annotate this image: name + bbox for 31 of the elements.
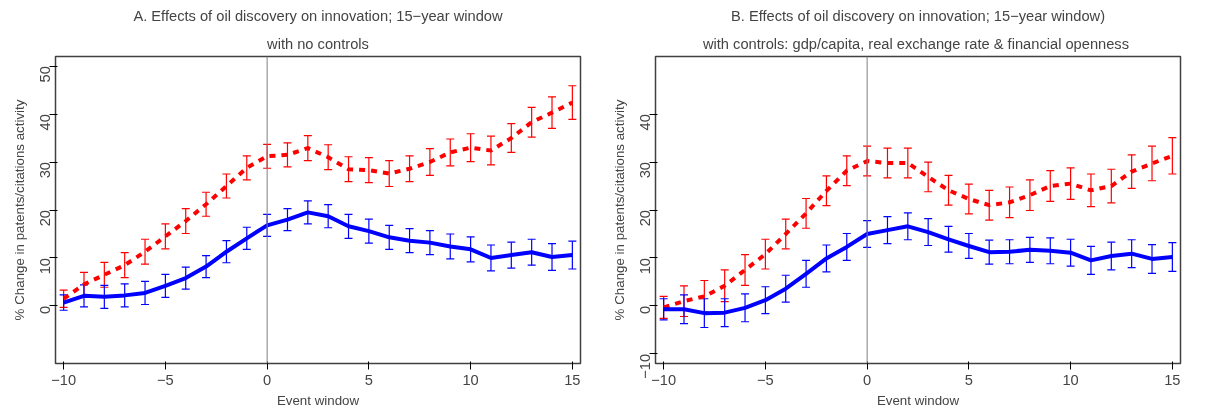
y-tick-label: 0 xyxy=(636,305,653,315)
y-tick-label: 0 xyxy=(36,305,53,315)
y-tick-label: 20 xyxy=(36,209,53,227)
x-axis-title: Event window xyxy=(276,392,360,408)
y-tick-label: 40 xyxy=(36,114,53,131)
y-tick-label: 30 xyxy=(36,162,53,179)
y-tick-label: 10 xyxy=(636,257,653,275)
y-tick-label: 20 xyxy=(636,209,653,227)
chart-subtitle: with controls: gdp/capita, real exchange rate & financial openness xyxy=(701,35,1130,52)
x-tick-label: 0 xyxy=(263,371,272,388)
y-axis-title: % Change in patents/citations activity xyxy=(611,99,627,321)
y-tick-label: 40 xyxy=(636,114,653,131)
x-tick-label: 15 xyxy=(564,371,581,388)
chart-subtitle: with no controls xyxy=(266,35,369,52)
x-axis-title: Event window xyxy=(876,392,960,408)
x-tick-label: 5 xyxy=(364,371,373,388)
x-tick-label: 10 xyxy=(462,371,479,388)
x-tick-label: 15 xyxy=(1164,371,1181,388)
chart-title: B. Effects of oil discovery on innovation; 15−year window) xyxy=(730,7,1106,24)
x-tick-label: −5 xyxy=(157,371,174,388)
y-axis-title: % Change in patents/citations activity xyxy=(11,99,27,321)
x-tick-label: 5 xyxy=(964,371,973,388)
y-tick-label: 10 xyxy=(36,257,53,275)
x-tick-label: 10 xyxy=(1062,371,1079,388)
x-tick-label: −10 xyxy=(651,371,677,388)
y-tick-label: 50 xyxy=(36,66,53,83)
x-tick-label: −5 xyxy=(757,371,774,388)
y-tick-label: 30 xyxy=(636,162,653,179)
chart-title: A. Effects of oil discovery on innovation; 15−year window xyxy=(133,7,504,24)
x-tick-label: −10 xyxy=(51,371,77,388)
x-tick-label: 0 xyxy=(863,371,872,388)
